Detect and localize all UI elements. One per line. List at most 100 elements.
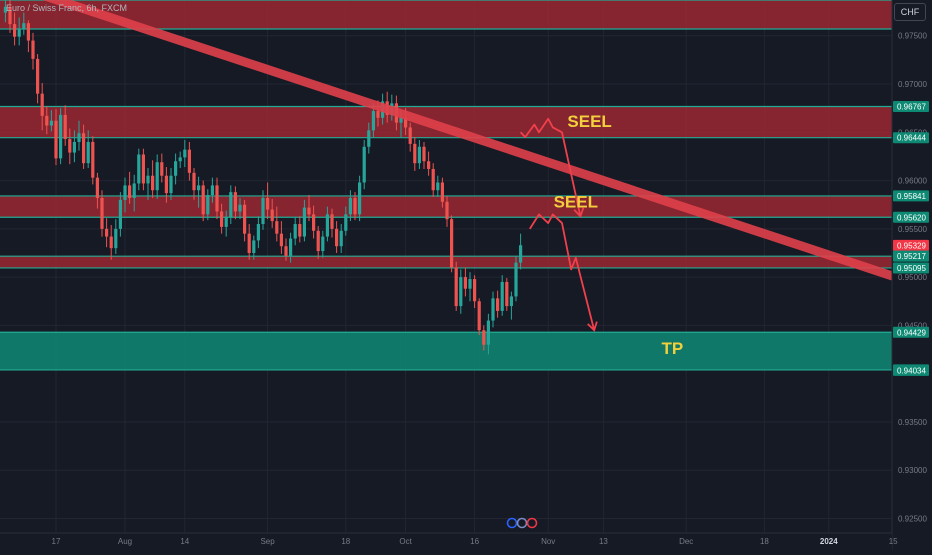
candle-body [353, 197, 357, 215]
candle-body [399, 117, 403, 123]
candle-body [72, 141, 76, 153]
candle-body [427, 161, 431, 169]
candle-body [229, 192, 233, 218]
candle-body [266, 197, 270, 210]
price-badge-label: 0.96767 [897, 103, 926, 112]
candle-body [422, 146, 426, 162]
candle-body [160, 162, 164, 176]
trendline-group[interactable] [19, 0, 918, 289]
tp-label: TP [662, 339, 684, 358]
candle-body [440, 182, 444, 202]
candle-body [367, 130, 371, 147]
candle-body [151, 175, 155, 191]
price-axis-bg [892, 0, 932, 550]
candle-body [224, 217, 228, 227]
resistance-zone [0, 256, 892, 268]
event-earnings-icon[interactable] [506, 517, 518, 529]
candle-body [275, 221, 279, 234]
candle-body [174, 161, 178, 176]
candle-body [477, 301, 481, 331]
candle-body [215, 185, 219, 212]
seel-label: SEEL [554, 192, 598, 211]
price-badge [893, 239, 929, 251]
projection-path[interactable] [519, 117, 582, 217]
price-badge-label: 0.96444 [897, 134, 926, 143]
candle-body [183, 149, 187, 158]
tp-zone [0, 332, 892, 370]
candle-body [77, 133, 81, 142]
candle-body [335, 228, 339, 247]
price-badge-label: 0.95095 [897, 264, 926, 273]
x-tick-label: Nov [541, 537, 555, 546]
candle-body [45, 115, 49, 126]
time-axis[interactable]: 17 Aug 14 Sep 18 Oct 16 Nov 13 Dec 18 2024 15 [0, 532, 898, 550]
candle-body [95, 177, 99, 198]
projection-arrows[interactable] [519, 117, 598, 332]
candle-body [109, 236, 113, 249]
x-tick-label: 18 [760, 537, 769, 546]
x-tick-label: 2024 [820, 537, 838, 546]
price-badge [893, 190, 929, 202]
candle-body [36, 58, 40, 94]
bottom-icons[interactable] [506, 517, 538, 529]
candle-body [482, 330, 486, 345]
candle-body [54, 120, 58, 159]
chart-title: Euro / Swiss Franc, 6h, FXCM [6, 3, 128, 13]
candle-body [404, 117, 408, 128]
y-tick-label: 0.93500 [898, 418, 927, 427]
x-tick-label: 14 [180, 537, 189, 546]
candle-body [3, 6, 7, 13]
candle-body [132, 183, 136, 198]
price-badge [893, 262, 929, 274]
candle-body [459, 277, 463, 307]
candle-body [413, 143, 417, 164]
candle-body [141, 154, 145, 184]
price-badge [893, 250, 929, 262]
candle-body [505, 281, 509, 307]
candle-body [302, 207, 306, 237]
candle-body [49, 120, 53, 126]
candle-body [454, 267, 458, 307]
candle-body [8, 6, 12, 25]
y-tick-label: 0.94500 [898, 321, 927, 330]
candle-body [450, 219, 454, 268]
candle-body [59, 114, 63, 159]
candle-body [243, 204, 247, 234]
trendline[interactable] [19, 0, 918, 289]
candle-body [279, 233, 283, 247]
price-badge-label: 0.94034 [897, 366, 926, 375]
candle-body [13, 24, 17, 37]
candle-body [17, 28, 21, 37]
event-dividend-icon[interactable] [516, 517, 528, 529]
candle-body [500, 281, 504, 311]
candle-body [321, 236, 325, 252]
candle-body [330, 214, 334, 229]
candle-body [128, 185, 132, 198]
candle-body [371, 111, 375, 131]
candle-body [307, 207, 311, 215]
candle-body [164, 175, 168, 194]
candle-body [496, 298, 500, 311]
candle-body [146, 175, 150, 184]
candle-body [68, 139, 72, 153]
candle-body [137, 154, 141, 184]
event-news-icon[interactable] [526, 517, 538, 529]
price-badge-label: 0.95841 [897, 192, 926, 201]
price-badge [893, 364, 929, 376]
projection-path[interactable] [529, 213, 596, 331]
candle-body [40, 93, 44, 116]
candle-body [509, 296, 513, 307]
y-tick-label: 0.93000 [898, 466, 927, 475]
candle-body [210, 185, 214, 196]
candle-body [325, 214, 329, 237]
candle-body [169, 175, 173, 194]
y-tick-label: 0.92500 [898, 515, 927, 524]
y-tick-label: 0.96000 [898, 177, 927, 186]
price-axis[interactable]: 0.975000.970000.965000.960000.955000.950… [891, 0, 932, 550]
x-tick-label: Sep [260, 537, 275, 546]
candle-body [187, 149, 191, 173]
currency-button[interactable]: CHF [894, 3, 926, 21]
price-badge-label: 0.95217 [897, 252, 926, 261]
